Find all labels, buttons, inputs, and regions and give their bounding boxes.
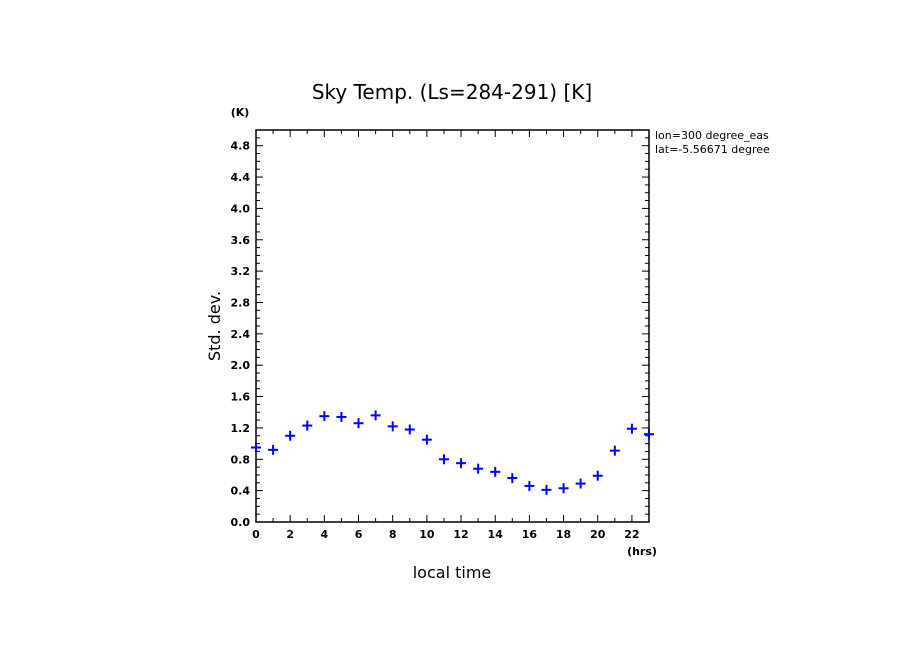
data-point — [541, 484, 552, 495]
data-point — [370, 410, 381, 421]
data-point — [336, 411, 347, 422]
data-point — [558, 483, 569, 494]
data-point — [353, 418, 364, 429]
y-tick-label: 3.6 — [231, 234, 251, 247]
y-tick-label: 4.0 — [231, 202, 251, 215]
x-tick-label: 14 — [488, 528, 504, 541]
data-point — [285, 430, 296, 441]
data-point — [387, 421, 398, 432]
data-point — [644, 429, 654, 440]
x-tick-label: 8 — [389, 528, 397, 541]
x-unit-label: (hrs) — [627, 545, 657, 558]
y-tick-label: 0.4 — [231, 485, 251, 498]
y-tick-label: 2.0 — [231, 359, 251, 372]
data-point — [456, 458, 467, 469]
y-tick-label: 3.2 — [231, 265, 251, 278]
y-unit-label: (K) — [231, 106, 250, 119]
x-tick-label: 16 — [522, 528, 538, 541]
info-lon: lon=300 degree_eas — [655, 129, 769, 142]
chart-title: Sky Temp. (Ls=284-291) [K] — [312, 80, 592, 104]
x-axis-label: local time — [413, 563, 492, 582]
y-tick-label: 1.2 — [231, 422, 251, 435]
data-point — [473, 463, 484, 474]
data-point — [404, 424, 415, 435]
data-point — [438, 454, 449, 465]
x-tick-label: 18 — [556, 528, 571, 541]
y-tick-label: 4.8 — [231, 140, 251, 153]
data-point — [319, 411, 330, 422]
x-tick-label: 22 — [624, 528, 639, 541]
y-tick-label: 0.0 — [231, 516, 251, 529]
data-point — [575, 478, 586, 489]
x-tick-label: 0 — [252, 528, 260, 541]
y-tick-label: 2.4 — [231, 328, 251, 341]
data-point — [268, 444, 279, 455]
data-point — [251, 442, 261, 453]
data-point — [592, 470, 603, 481]
x-tick-label: 4 — [321, 528, 329, 541]
x-tick-label: 10 — [419, 528, 435, 541]
data-point — [609, 445, 620, 456]
y-tick-label: 0.8 — [231, 453, 251, 466]
x-tick-label: 20 — [590, 528, 606, 541]
y-tick-label: 4.4 — [231, 171, 251, 184]
data-point — [507, 473, 518, 484]
y-tick-label: 1.6 — [231, 391, 251, 404]
data-point — [302, 420, 313, 431]
data-point — [490, 466, 501, 477]
x-tick-label: 2 — [286, 528, 294, 541]
plot-frame — [255, 129, 650, 523]
data-point — [524, 480, 535, 491]
x-tick-label: 12 — [453, 528, 468, 541]
data-point — [626, 423, 637, 434]
info-lat: lat=-5.56671 degree — [655, 143, 770, 156]
x-tick-label: 6 — [355, 528, 363, 541]
y-axis-label: Std. dev. — [205, 291, 224, 361]
y-tick-label: 2.8 — [231, 296, 251, 309]
data-point — [421, 434, 432, 445]
